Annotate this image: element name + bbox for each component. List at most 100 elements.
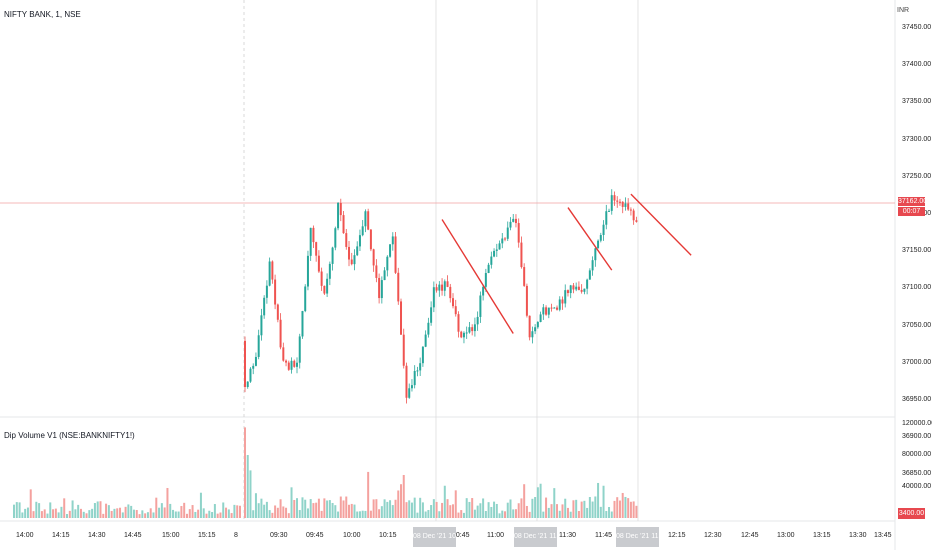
candle-body[interactable] [265, 285, 268, 298]
volume-bar[interactable] [246, 455, 249, 518]
candle-body[interactable] [547, 307, 550, 315]
candle-body[interactable] [534, 327, 537, 332]
candle-body[interactable] [249, 368, 252, 382]
volume-bar[interactable] [254, 493, 257, 518]
volume-bar[interactable] [40, 511, 43, 518]
trendline[interactable] [441, 219, 514, 334]
volume-bar[interactable] [525, 505, 528, 518]
candle-body[interactable] [471, 327, 474, 332]
candle-body[interactable] [566, 290, 569, 294]
candle-body[interactable] [608, 210, 611, 212]
volume-bar[interactable] [177, 511, 180, 518]
volume-bar[interactable] [523, 484, 526, 518]
candle-body[interactable] [356, 246, 359, 256]
candle-body[interactable] [244, 340, 246, 387]
candle-body[interactable] [635, 220, 638, 222]
volume-bar[interactable] [441, 502, 444, 518]
volume-bar[interactable] [46, 513, 49, 518]
candle-body[interactable] [520, 242, 523, 268]
volume-bar[interactable] [225, 507, 228, 518]
volume-bar[interactable] [88, 510, 91, 518]
volume-bar[interactable] [227, 509, 230, 518]
candle-body[interactable] [473, 324, 476, 332]
volume-bar[interactable] [389, 500, 392, 518]
volume-bar[interactable] [202, 508, 205, 518]
volume-bar[interactable] [32, 511, 35, 518]
candle-body[interactable] [605, 211, 608, 225]
volume-bar[interactable] [372, 499, 375, 518]
volume-bar[interactable] [580, 501, 583, 518]
candle-body[interactable] [523, 267, 526, 286]
candle-body[interactable] [408, 388, 411, 398]
volume-bar[interactable] [93, 503, 96, 518]
volume-bar[interactable] [545, 497, 548, 518]
volume-bar[interactable] [547, 507, 550, 518]
candle-body[interactable] [290, 360, 293, 370]
volume-bar[interactable] [550, 504, 553, 518]
volume-bar[interactable] [597, 482, 600, 518]
volume-bar[interactable] [312, 503, 315, 518]
volume-bar[interactable] [400, 484, 403, 518]
candle-body[interactable] [460, 331, 463, 338]
volume-bar[interactable] [531, 498, 534, 518]
volume-bar[interactable] [416, 512, 419, 518]
candle-body[interactable] [279, 319, 282, 348]
candle-body[interactable] [345, 233, 348, 247]
candle-body[interactable] [629, 209, 632, 211]
candle-body[interactable] [482, 286, 485, 296]
volume-bar[interactable] [536, 487, 539, 518]
volume-bar[interactable] [605, 511, 608, 518]
candle-body[interactable] [613, 195, 616, 201]
volume-bar[interactable] [54, 508, 57, 518]
candle-body[interactable] [564, 290, 567, 304]
volume-bar[interactable] [85, 513, 88, 518]
volume-bar[interactable] [602, 485, 605, 518]
volume-bar[interactable] [326, 500, 329, 518]
volume-bar[interactable] [252, 510, 255, 518]
volume-bar[interactable] [449, 505, 452, 518]
volume-bar[interactable] [172, 509, 175, 518]
volume-bar[interactable] [509, 499, 512, 518]
candle-body[interactable] [542, 307, 545, 315]
volume-bar[interactable] [43, 509, 46, 518]
volume-bar[interactable] [591, 501, 594, 518]
volume-bar[interactable] [534, 497, 537, 518]
volume-bar[interactable] [572, 500, 575, 518]
volume-bar[interactable] [57, 512, 60, 518]
volume-bar[interactable] [468, 501, 471, 518]
volume-bar[interactable] [476, 505, 479, 518]
indicator-legend[interactable]: Dip Volume V1 (NSE:BANKNIFTY1!) [4, 431, 135, 440]
candle-body[interactable] [536, 322, 539, 328]
candle-body[interactable] [394, 236, 397, 273]
candle-body[interactable] [268, 261, 271, 286]
volume-bar[interactable] [528, 511, 531, 518]
candle-body[interactable] [597, 240, 600, 249]
candle-body[interactable] [443, 281, 446, 291]
volume-bar[interactable] [419, 497, 422, 518]
candle-body[interactable] [468, 327, 471, 333]
candle-body[interactable] [339, 202, 342, 216]
volume-bar[interactable] [566, 507, 569, 518]
volume-bar[interactable] [174, 511, 177, 518]
volume-bar[interactable] [230, 513, 233, 518]
candle-body[interactable] [454, 306, 457, 315]
volume-bar[interactable] [188, 509, 191, 518]
volume-bar[interactable] [63, 498, 66, 518]
volume-bar[interactable] [194, 511, 197, 518]
volume-bar[interactable] [82, 511, 85, 518]
volume-bar[interactable] [410, 502, 413, 518]
volume-bar[interactable] [236, 505, 239, 518]
candle-body[interactable] [558, 299, 561, 310]
candle-body[interactable] [452, 298, 455, 307]
candle-body[interactable] [441, 284, 444, 291]
volume-bar[interactable] [364, 510, 367, 518]
candle-body[interactable] [361, 226, 364, 236]
volume-bar[interactable] [238, 505, 241, 518]
volume-bar[interactable] [155, 497, 158, 518]
volume-bar[interactable] [18, 502, 21, 518]
volume-bar[interactable] [121, 512, 124, 518]
candle-body[interactable] [572, 285, 575, 290]
volume-bar[interactable] [276, 507, 279, 518]
candle-body[interactable] [421, 346, 424, 364]
candle-body[interactable] [320, 271, 323, 286]
